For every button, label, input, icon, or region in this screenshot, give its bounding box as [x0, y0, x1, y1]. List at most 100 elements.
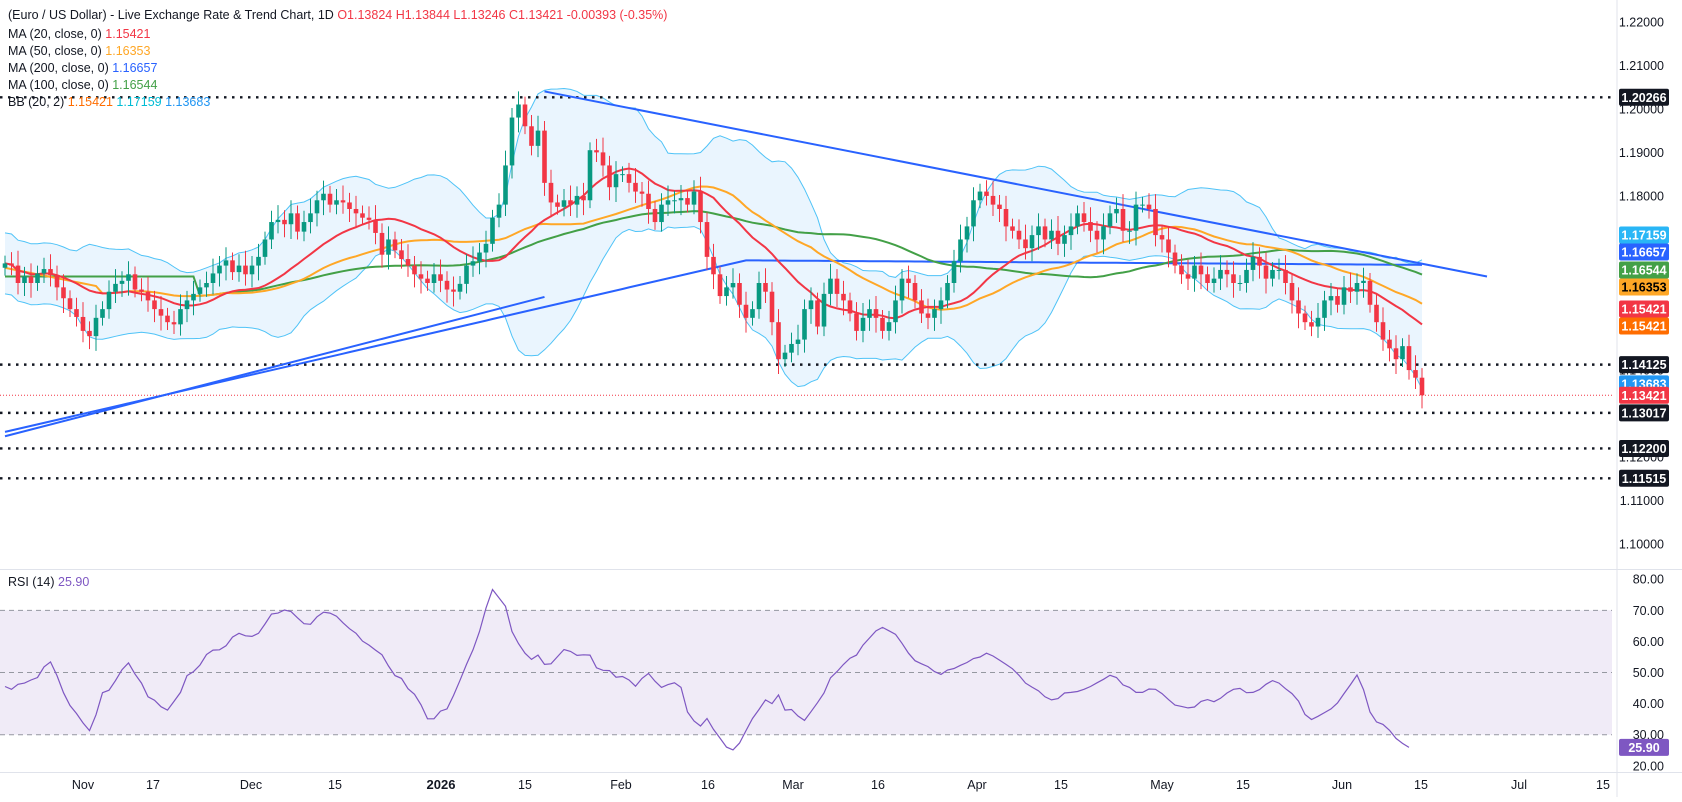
price-tick-label: 1.18000 — [1619, 189, 1664, 203]
time-tick-label: Jun — [1332, 778, 1352, 792]
time-tick-label: 15 — [1054, 778, 1068, 792]
legend-label: MA (100, close, 0) — [8, 78, 112, 92]
legend-label: MA (20, close, 0) — [8, 27, 105, 41]
legend-row: MA (100, close, 0) 1.16544 — [8, 78, 157, 92]
time-tick-label: 15 — [328, 778, 342, 792]
candle-body — [269, 222, 274, 240]
candle-body — [919, 300, 924, 314]
candle-body — [1374, 304, 1379, 323]
candle-body — [1361, 280, 1366, 283]
candle-body — [503, 165, 508, 205]
candle-body — [1302, 313, 1308, 323]
candle-body — [704, 222, 710, 257]
candle-body — [132, 274, 138, 290]
candle-body — [880, 317, 885, 331]
candle-body — [373, 219, 378, 233]
candle-body — [633, 182, 638, 192]
candle-body — [1120, 208, 1126, 231]
legend-value: 1.13683 — [165, 95, 210, 109]
rsi-legend-label: RSI (14) — [8, 575, 58, 589]
trendline-ascending — [4, 295, 545, 438]
candle-body — [542, 130, 547, 183]
candle-body — [730, 283, 736, 288]
candle-body — [35, 273, 40, 283]
candle-body — [834, 278, 840, 294]
rsi-tick-label: 40.00 — [1633, 697, 1664, 711]
candle-body — [1172, 252, 1178, 266]
time-tick-label: May — [1150, 778, 1174, 792]
trendline-descending — [544, 90, 1488, 278]
candle-body — [1198, 265, 1204, 275]
candle-body — [808, 300, 814, 310]
price-badge — [1619, 469, 1669, 487]
rsi-pane — [0, 588, 1612, 751]
candle-body — [184, 300, 190, 310]
candle-body — [2, 263, 8, 268]
candle-body — [360, 213, 365, 218]
candle-body — [561, 200, 567, 207]
price-badge — [1619, 386, 1669, 404]
rsi-line — [4, 588, 1410, 751]
candle-body — [1289, 283, 1295, 301]
price-badge — [1619, 226, 1669, 244]
candle-body — [1387, 339, 1392, 349]
price-badge-label: 1.13017 — [1621, 406, 1666, 420]
candle-body — [1231, 274, 1236, 283]
candle-body — [483, 243, 489, 253]
candle-body — [256, 256, 261, 266]
candle-body — [522, 104, 528, 127]
candle-body — [613, 174, 619, 188]
price-badge-label: 1.15421 — [1621, 303, 1666, 317]
candle-body — [152, 300, 157, 310]
candle-body — [126, 274, 131, 281]
ma20-line — [4, 167, 1423, 326]
candle-body — [802, 309, 807, 340]
candle-body — [659, 204, 664, 223]
candle-body — [347, 202, 352, 209]
candle-body — [646, 193, 651, 209]
candle-body — [1042, 226, 1048, 240]
candle-body — [1270, 269, 1275, 279]
candle-body — [997, 204, 1002, 209]
candle-body — [1010, 226, 1015, 231]
price-tick-label: 1.10000 — [1619, 538, 1664, 552]
legend-row: MA (20, close, 0) 1.15421 — [8, 27, 150, 41]
candle-body — [1400, 346, 1405, 360]
candle-body — [951, 261, 957, 283]
candle-body — [22, 276, 27, 283]
candle-body — [1250, 256, 1256, 270]
candle-body — [477, 252, 482, 262]
price-badge-label: 1.17159 — [1621, 229, 1666, 243]
price-badge-label: 1.16353 — [1621, 281, 1666, 295]
candle-body — [340, 200, 346, 203]
price-badge — [1619, 88, 1669, 106]
candle-body — [594, 150, 599, 153]
time-tick-label: 2026 — [427, 777, 456, 792]
candle-body — [990, 195, 996, 205]
price-badge — [1619, 439, 1669, 457]
candle-body — [893, 300, 898, 323]
candle-body — [1016, 230, 1022, 240]
candle-body — [607, 165, 612, 188]
candle-body — [457, 283, 463, 292]
candle-body — [223, 260, 229, 266]
candle-body — [197, 287, 203, 294]
time-tick-label: 16 — [871, 778, 885, 792]
time-tick-label: Mar — [782, 778, 804, 792]
candle-body — [574, 195, 580, 205]
candle-body — [620, 174, 625, 176]
candle-body — [165, 315, 170, 323]
candle-body — [1419, 377, 1425, 396]
candle-body — [171, 322, 177, 325]
candle-body — [431, 274, 437, 283]
candle-body — [639, 191, 645, 194]
candle-body — [886, 322, 892, 331]
candle-body — [496, 204, 502, 218]
candle-body — [438, 274, 443, 281]
candle-body — [353, 208, 359, 214]
candle-body — [1036, 226, 1041, 236]
candle-body — [386, 239, 391, 255]
candle-body — [1315, 317, 1321, 327]
candle-body — [678, 198, 684, 201]
